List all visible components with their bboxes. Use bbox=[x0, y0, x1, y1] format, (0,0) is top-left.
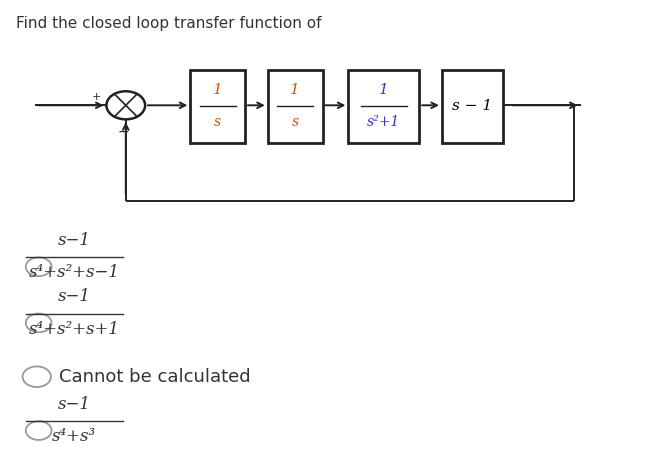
Text: 1: 1 bbox=[290, 83, 300, 97]
Text: s: s bbox=[292, 115, 299, 129]
Text: 1: 1 bbox=[213, 83, 223, 97]
Text: s: s bbox=[214, 115, 221, 129]
Text: s⁴+s²+s−1: s⁴+s²+s−1 bbox=[28, 264, 120, 281]
Text: +: + bbox=[92, 92, 101, 102]
Text: s⁴+s²+s+1: s⁴+s²+s+1 bbox=[28, 321, 120, 337]
Text: s²+1: s²+1 bbox=[367, 115, 401, 129]
Bar bbox=[442, 70, 503, 143]
Bar bbox=[348, 70, 419, 143]
Text: s−1: s−1 bbox=[57, 288, 91, 305]
Text: s−1: s−1 bbox=[57, 396, 91, 413]
Bar bbox=[190, 70, 245, 143]
Text: −: − bbox=[117, 125, 129, 139]
Text: Find the closed loop transfer function of: Find the closed loop transfer function o… bbox=[16, 16, 322, 31]
Text: s − 1: s − 1 bbox=[452, 100, 493, 113]
Text: s⁴+s³: s⁴+s³ bbox=[52, 428, 96, 445]
Text: Cannot be calculated: Cannot be calculated bbox=[59, 368, 250, 386]
Text: s−1: s−1 bbox=[57, 232, 91, 249]
Bar bbox=[268, 70, 322, 143]
Text: 1: 1 bbox=[379, 83, 389, 97]
